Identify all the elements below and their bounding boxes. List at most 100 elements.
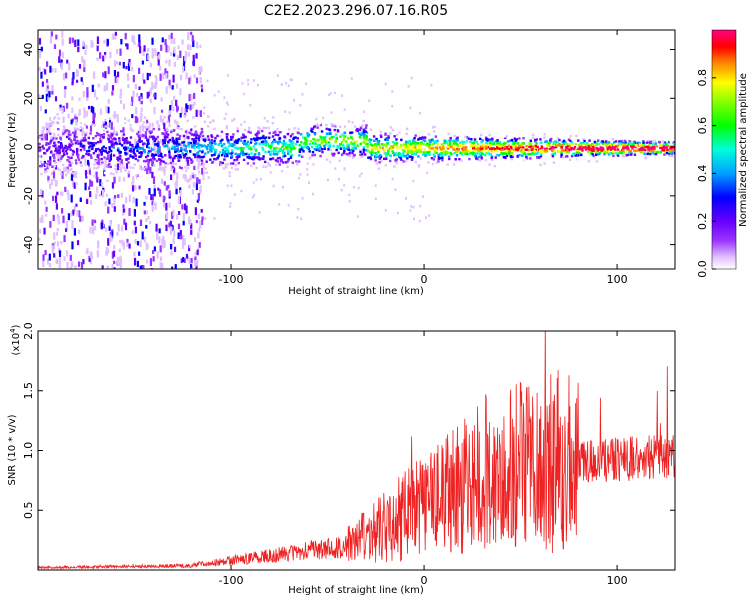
spectrogram-cell (618, 142, 622, 145)
colorbar-tick-label: 0.6 (696, 117, 709, 135)
spectrogram-cell (46, 85, 49, 92)
spectrogram-cell (81, 119, 84, 122)
spectrogram-cell (199, 185, 202, 193)
spectrogram-cell (62, 148, 65, 151)
spectrogram-cell (157, 52, 160, 56)
spectrogram-cell (225, 101, 228, 104)
spectrogram-cell (377, 150, 380, 153)
spectrogram-cell (144, 126, 147, 129)
spectrogram-cell (225, 125, 229, 128)
spectrogram-cell (198, 155, 202, 158)
spectrogram-cell (68, 137, 71, 140)
spectrogram-cell (179, 189, 182, 196)
spectrogram-cell (313, 125, 316, 129)
spectrogram-cell (146, 72, 149, 81)
spectrogram-cell (257, 130, 260, 133)
spectrogram-cell (419, 204, 422, 208)
spectrogram-cell (359, 142, 362, 146)
spectrogram-cell (76, 240, 80, 246)
spectrogram-cell (487, 149, 491, 152)
spectrogram-cell (652, 149, 655, 153)
spectrogram-cell (289, 140, 292, 143)
spectrogram-cell (529, 157, 532, 160)
spectrogram-cell (351, 151, 354, 155)
spectrogram-cell (183, 135, 186, 141)
spectrogram-cell (670, 147, 673, 151)
spectrogram-cell (257, 126, 260, 129)
spectrogram-cell (540, 141, 543, 144)
spectrogram-cell (418, 219, 421, 223)
spectrogram-cell (80, 261, 84, 269)
spectrogram-cell (128, 141, 132, 144)
spectrogram-cell (671, 149, 674, 152)
spectrogram-cell (503, 159, 506, 163)
spectrogram-cell (533, 144, 536, 148)
spectrogram-cell (120, 38, 123, 45)
spectrogram-cell (82, 154, 85, 158)
spectrogram-cell (166, 135, 169, 139)
spectrogram-cell (351, 146, 354, 150)
spectrogram-cell (369, 157, 373, 161)
spectrogram-cell (298, 154, 301, 157)
spectrogram-cell (287, 157, 290, 161)
spectrogram-cell (139, 121, 143, 125)
spectrogram-cell (508, 149, 512, 153)
spectrogram-cell (225, 126, 229, 130)
spectrogram-cell (197, 139, 201, 142)
spectrogram-cell (93, 112, 96, 118)
spectrogram-cell (111, 85, 115, 91)
spectrogram-cell (415, 142, 418, 145)
colorbar-label: Normalized spectral amplitude (738, 73, 749, 227)
spectrogram-cell (500, 152, 504, 155)
spectrogram-cell (289, 150, 292, 153)
spectrogram-cell (557, 143, 560, 147)
spectrogram-cell (133, 251, 136, 257)
spectrogram-cell (369, 138, 373, 142)
spectrogram-cell (622, 146, 625, 149)
spectrogram-cell (347, 148, 350, 151)
spectrogram-cell (357, 186, 360, 190)
spectrogram-cell (313, 148, 316, 151)
spectrogram-cell (171, 211, 174, 220)
spectrogram-cell (529, 139, 533, 142)
spectrogram-cell (475, 140, 479, 144)
spectrogram-cell (53, 165, 57, 168)
spectrogram-cell (38, 142, 41, 146)
spectrogram-cell (270, 143, 273, 146)
spectrogram-cell (209, 121, 212, 124)
spectrogram-cell (150, 154, 154, 157)
spectrogram-cell (577, 147, 580, 151)
spectrogram-cell (551, 145, 554, 149)
spectrogram-cell (243, 128, 247, 132)
spectrogram-cell (71, 37, 74, 43)
spectrogram-cell (302, 120, 306, 124)
spectrogram-cell (254, 149, 258, 152)
spectrogram-cell (419, 136, 422, 140)
spectrogram-cell (96, 45, 99, 52)
spectrogram-cell (429, 140, 432, 144)
spectrogram-cell (361, 132, 364, 135)
spectrogram-cell (70, 211, 73, 217)
spectrogram-cell (520, 144, 523, 148)
spectrogram-cell (447, 155, 451, 158)
spectrogram-cell (362, 119, 365, 123)
spectrogram-cell (107, 98, 110, 104)
spectrogram-cell (249, 164, 253, 168)
spectrogram-cell (566, 144, 570, 148)
spectrogram-cell (213, 94, 216, 97)
spectrogram-cell (622, 144, 625, 148)
spectrogram-cell (111, 251, 114, 259)
spectrogram-cell (224, 163, 227, 166)
spectrogram-cell (161, 118, 165, 126)
spectrogram-cell (496, 147, 499, 150)
spectrogram-cell (154, 75, 157, 79)
spectrogram-cell (85, 152, 88, 156)
spectrogram-cell (130, 101, 133, 106)
spectrogram-cell (184, 56, 187, 62)
spectrogram-cell (136, 177, 140, 180)
spectrogram-cell (260, 157, 263, 160)
spectrogram-cell (485, 144, 489, 147)
spectrogram-cell (135, 106, 138, 115)
spectrogram-cell (69, 164, 72, 167)
spectrogram-cell (230, 166, 234, 169)
